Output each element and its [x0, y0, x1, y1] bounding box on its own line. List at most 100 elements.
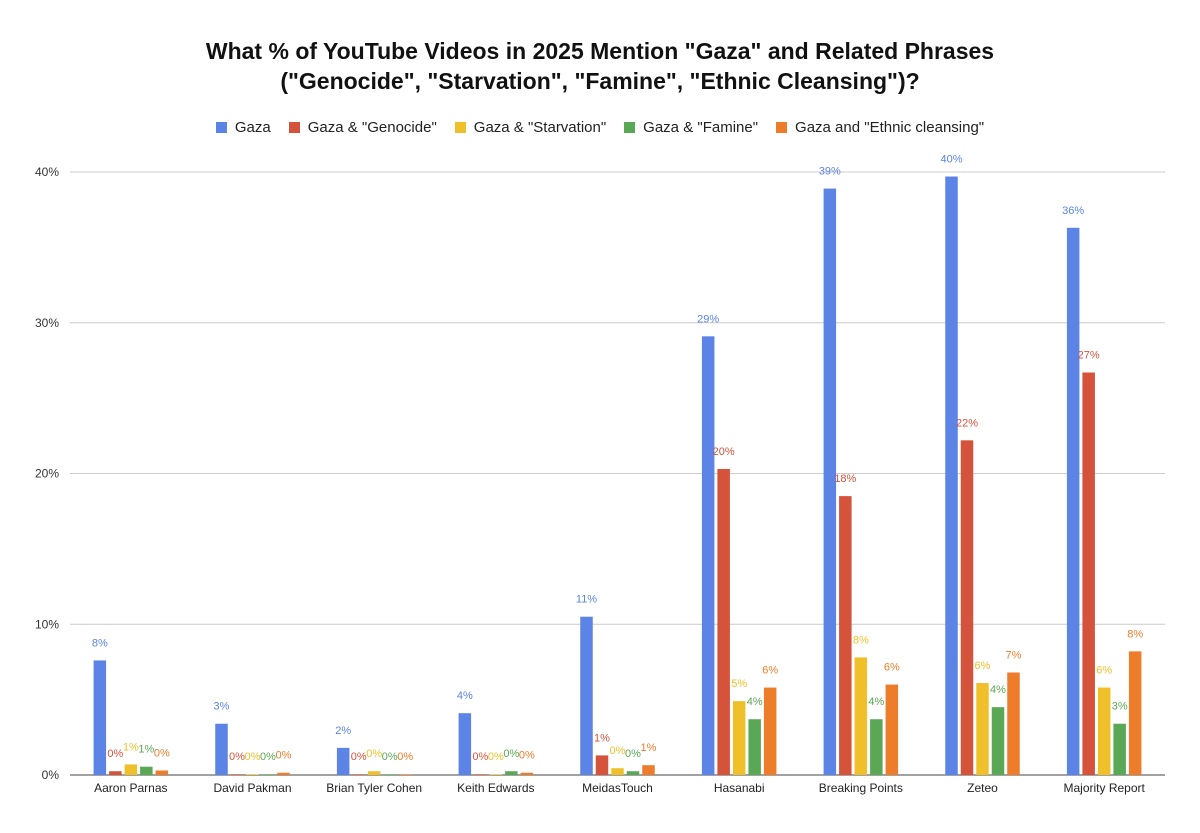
data-label: 6% [1096, 665, 1112, 677]
data-label: 0% [154, 747, 170, 759]
data-label: 0% [276, 750, 292, 762]
data-label: 0% [245, 751, 261, 763]
data-label: 1% [123, 741, 139, 753]
bar-gaza-and-ethnic-cleansing-david-pakman [277, 772, 290, 775]
x-tick-label: Keith Edwards [457, 781, 534, 795]
y-tick-label: 20% [35, 467, 59, 481]
bar-gaza-famine-brian-tyler-cohen [383, 774, 396, 775]
data-label: 1% [138, 744, 154, 756]
legend-item-starvation: Gaza & "Starvation" [454, 119, 607, 136]
x-tick-label: Majority Report [1063, 781, 1145, 795]
legend-label-famine: Gaza & "Famine" [643, 119, 759, 136]
bar-gaza-famine-zeteo [991, 707, 1005, 775]
data-label: 0% [107, 748, 123, 760]
legend-label-genocide: Gaza & "Genocide" [307, 119, 437, 136]
data-label: 4% [990, 684, 1006, 696]
y-tick-label: 0% [42, 768, 60, 782]
chart-title-line2: ("Genocide", "Starvation", "Famine", "Et… [280, 68, 920, 94]
data-label: 3% [214, 701, 230, 713]
data-label: 22% [956, 417, 978, 429]
bar-gaza-genocide-zeteo [960, 440, 974, 775]
data-label: 0% [382, 751, 398, 763]
bar-gaza-and-ethnic-cleansing-keith-edwards [520, 772, 534, 775]
data-label: 0% [519, 750, 535, 762]
data-label: 20% [713, 446, 735, 458]
bar-gaza-and-ethnic-cleansing-aaron-parnas [155, 770, 169, 775]
bar-gaza-keith-edwards [458, 713, 472, 775]
data-label: 29% [697, 313, 719, 325]
data-label: 1% [641, 742, 657, 754]
bar-gaza-genocide-hasanabi [717, 468, 730, 775]
data-label: 0% [260, 751, 276, 763]
legend-swatch-famine [624, 122, 636, 133]
bar-gaza-genocide-majority-report [1082, 372, 1095, 775]
bar-gaza-famine-hasanabi [748, 719, 761, 775]
data-label: 0% [625, 748, 641, 760]
data-label: 0% [351, 751, 367, 763]
bar-gaza-genocide-breaking-points [839, 496, 852, 775]
legend-item-famine: Gaza & "Famine" [624, 119, 758, 136]
x-tick-label: Aaron Parnas [94, 781, 167, 795]
x-tick-label: Zeteo [967, 781, 998, 795]
chart-title: What % of YouTube Videos in 2025 Mention… [0, 36, 1200, 96]
data-label: 40% [940, 154, 962, 166]
data-label: 18% [834, 473, 856, 485]
y-tick-label: 10% [35, 617, 59, 631]
data-label: 1% [594, 732, 610, 744]
bar-gaza-aaron-parnas [93, 660, 107, 775]
x-tick-label: MeidasTouch [582, 781, 653, 795]
data-label: 4% [457, 690, 473, 702]
data-label: 0% [610, 745, 626, 757]
y-tick-label: 40% [35, 165, 59, 179]
bar-gaza-starvation-keith-edwards [489, 774, 503, 775]
bar-gaza-starvation-aaron-parnas [124, 764, 138, 775]
legend-label-ethnic-cleansing: Gaza and "Ethnic cleansing" [795, 119, 985, 136]
bar-gaza-starvation-zeteo [976, 683, 989, 775]
legend-swatch-genocide [288, 122, 300, 133]
data-label: 0% [488, 751, 504, 763]
data-label: 11% [576, 594, 597, 606]
data-label: 8% [92, 637, 108, 649]
data-label: 4% [747, 696, 763, 708]
bar-gaza-starvation-meidastouch [611, 768, 624, 775]
data-label: 7% [1006, 649, 1022, 661]
bar-gaza-zeteo [945, 176, 958, 775]
bar-gaza-and-ethnic-cleansing-brian-tyler-cohen [398, 774, 412, 775]
bar-gaza-famine-breaking-points [870, 719, 883, 775]
bar-gaza-starvation-hasanabi [732, 701, 746, 775]
data-label: 5% [731, 678, 747, 690]
legend: Gaza Gaza & "Genocide" Gaza & "Starvatio… [0, 119, 1200, 136]
bar-gaza-and-ethnic-cleansing-breaking-points [885, 684, 899, 775]
data-label: 8% [853, 634, 869, 646]
chart-title-line1: What % of YouTube Videos in 2025 Mention… [205, 38, 995, 64]
bar-gaza-genocide-david-pakman [230, 774, 244, 775]
data-label: 4% [868, 696, 884, 708]
bar-gaza-starvation-david-pakman [246, 774, 259, 775]
data-label: 39% [819, 166, 841, 178]
data-label: 36% [1062, 205, 1084, 217]
legend-item-ethnic-cleansing: Gaza and "Ethnic cleansing" [776, 119, 984, 136]
legend-label-starvation: Gaza & "Starvation" [473, 119, 607, 136]
bar-gaza-famine-keith-edwards [505, 771, 518, 775]
data-label: 0% [503, 748, 519, 760]
bar-gaza-genocide-brian-tyler-cohen [352, 774, 365, 775]
legend-swatch-ethnic-cleansing [776, 122, 788, 133]
data-label: 6% [975, 660, 991, 672]
bar-gaza-majority-report [1066, 227, 1080, 776]
bar-gaza-and-ethnic-cleansing-zeteo [1007, 672, 1020, 775]
data-label: 6% [884, 662, 900, 674]
bar-gaza-david-pakman [215, 723, 228, 775]
data-label: 0% [366, 748, 382, 760]
legend-item-gaza: Gaza [215, 119, 271, 136]
legend-swatch-gaza [215, 122, 227, 133]
bar-gaza-genocide-aaron-parnas [109, 771, 122, 775]
bar-gaza-and-ethnic-cleansing-majority-report [1128, 651, 1142, 775]
data-label: 27% [1078, 349, 1100, 361]
bar-gaza-hasanabi [701, 336, 715, 775]
bar-gaza-famine-majority-report [1113, 723, 1126, 775]
bar-gaza-famine-david-pakman [261, 774, 275, 775]
bar-gaza-famine-meidastouch [626, 771, 640, 775]
x-tick-label: Hasanabi [714, 781, 765, 795]
data-label: 0% [472, 751, 488, 763]
